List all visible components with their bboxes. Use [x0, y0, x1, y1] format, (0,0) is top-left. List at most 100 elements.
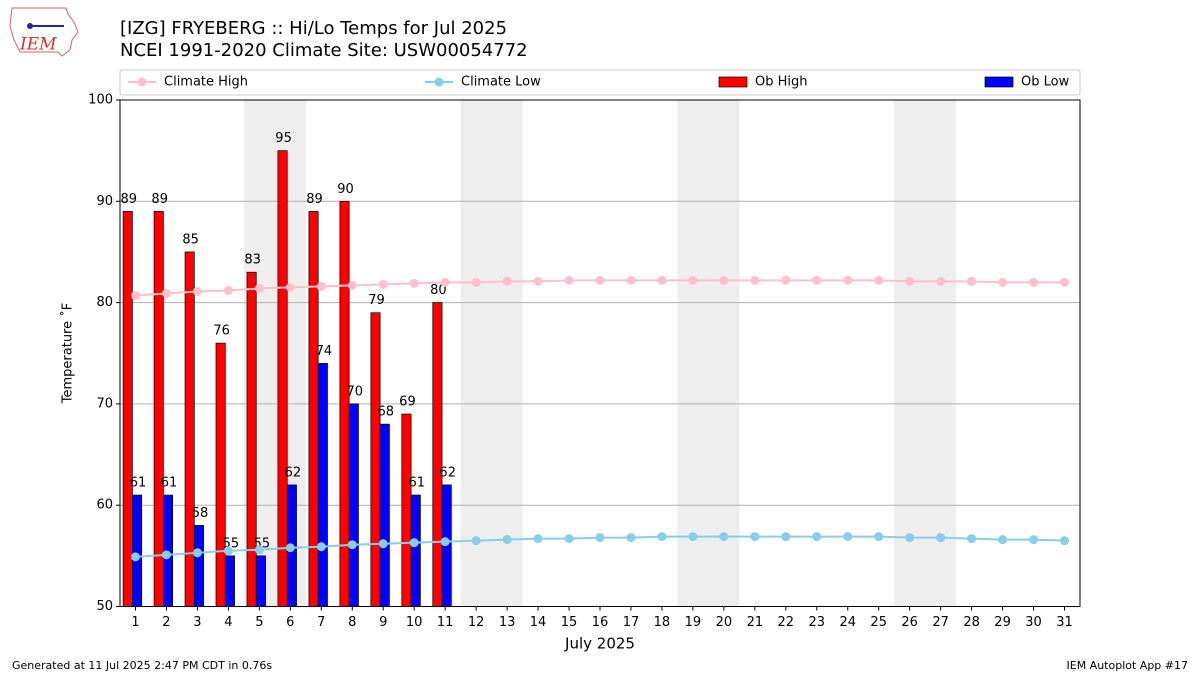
bar-label: 76 [213, 324, 230, 339]
climate-point [812, 532, 822, 542]
bar-label: 90 [337, 182, 354, 197]
climate-point [502, 535, 512, 545]
x-tick-label: 29 [994, 615, 1011, 630]
climate-point [936, 533, 946, 543]
climate-point [471, 277, 481, 287]
climate-point [595, 533, 605, 543]
climate-point [254, 545, 264, 555]
climate-point [223, 546, 233, 556]
climate-point [688, 275, 698, 285]
climate-point [254, 283, 264, 293]
x-tick-label: 31 [1056, 615, 1073, 630]
climate-point [409, 538, 419, 548]
climate-point [905, 533, 915, 543]
x-tick-label: 22 [778, 615, 795, 630]
bar-label: 85 [182, 232, 199, 247]
x-tick-label: 28 [963, 615, 980, 630]
logo: IEM [9, 7, 79, 57]
climate-point [471, 536, 481, 546]
weekend-shade [460, 100, 523, 607]
y-tick-label: 70 [96, 396, 113, 411]
bar-label: 89 [306, 192, 323, 207]
bar-label: 69 [399, 395, 416, 410]
bar-label: 80 [430, 283, 447, 298]
climate-point [750, 532, 760, 542]
climate-point [161, 288, 171, 298]
bar [224, 555, 235, 607]
bar [317, 363, 328, 607]
footer-right: IEM Autoplot App #17 [1067, 659, 1189, 672]
y-tick-label: 100 [88, 93, 113, 108]
climate-point [812, 275, 822, 285]
climate-point [626, 533, 636, 543]
climate-point [533, 534, 543, 544]
bar [277, 150, 288, 607]
bar-label: 89 [151, 192, 168, 207]
chart-title: [IZG] FRYEBERG :: Hi/Lo Temps for Jul 20… [120, 18, 507, 39]
x-tick-label: 15 [561, 615, 578, 630]
legend-swatch [984, 76, 1014, 88]
x-tick-label: 11 [437, 615, 454, 630]
bar [193, 525, 204, 607]
bar-label: 95 [275, 131, 292, 146]
climate-point [998, 277, 1008, 287]
legend-label: Ob Low [1021, 75, 1070, 90]
bar [246, 271, 257, 607]
footer-left: Generated at 11 Jul 2025 2:47 PM CDT in … [12, 659, 272, 672]
bar-label: 61 [130, 476, 147, 491]
x-tick-label: 18 [654, 615, 671, 630]
climate-point [719, 532, 729, 542]
bar-label: 83 [244, 253, 261, 268]
climate-point [595, 275, 605, 285]
climate-point [533, 276, 543, 286]
climate-point [440, 537, 450, 547]
x-tick-label: 4 [224, 615, 232, 630]
x-tick-label: 26 [901, 615, 918, 630]
x-tick-label: 2 [162, 615, 170, 630]
x-tick-label: 14 [530, 615, 547, 630]
x-tick-label: 20 [716, 615, 733, 630]
climate-point [192, 548, 202, 558]
weekend-shade [894, 100, 957, 607]
y-tick-label: 90 [96, 194, 113, 209]
logo-outline [9, 7, 79, 57]
climate-point [347, 540, 357, 550]
bar [255, 555, 266, 607]
bar [215, 342, 226, 607]
climate-point [843, 532, 853, 542]
climate-point [285, 543, 295, 553]
bar [410, 494, 421, 607]
climate-point [409, 278, 419, 288]
climate-point [874, 532, 884, 542]
bar [379, 423, 390, 607]
climate-point [1060, 536, 1070, 546]
climate-point [781, 532, 791, 542]
x-tick-label: 17 [623, 615, 640, 630]
x-tick-label: 24 [839, 615, 856, 630]
x-tick-label: 19 [685, 615, 702, 630]
x-tick-label: 3 [193, 615, 201, 630]
x-tick-label: 6 [286, 615, 294, 630]
x-tick-label: 5 [255, 615, 263, 630]
climate-point [223, 285, 233, 295]
climate-point [781, 275, 791, 285]
bar-label: 58 [192, 506, 209, 521]
climate-point [998, 535, 1008, 545]
bar [401, 413, 412, 607]
climate-point [564, 275, 574, 285]
bar-label: 61 [161, 476, 178, 491]
climate-point [967, 276, 977, 286]
climate-point [378, 279, 388, 289]
bar [432, 302, 443, 607]
climate-point [688, 532, 698, 542]
bar [370, 312, 381, 607]
climate-point [285, 282, 295, 292]
bar-label: 74 [316, 344, 333, 359]
climate-point [657, 532, 667, 542]
climate-point [843, 275, 853, 285]
plot-frame [119, 99, 1081, 607]
climate-point [130, 552, 140, 562]
climate-point [347, 280, 357, 290]
logo-text: IEM [19, 35, 57, 55]
